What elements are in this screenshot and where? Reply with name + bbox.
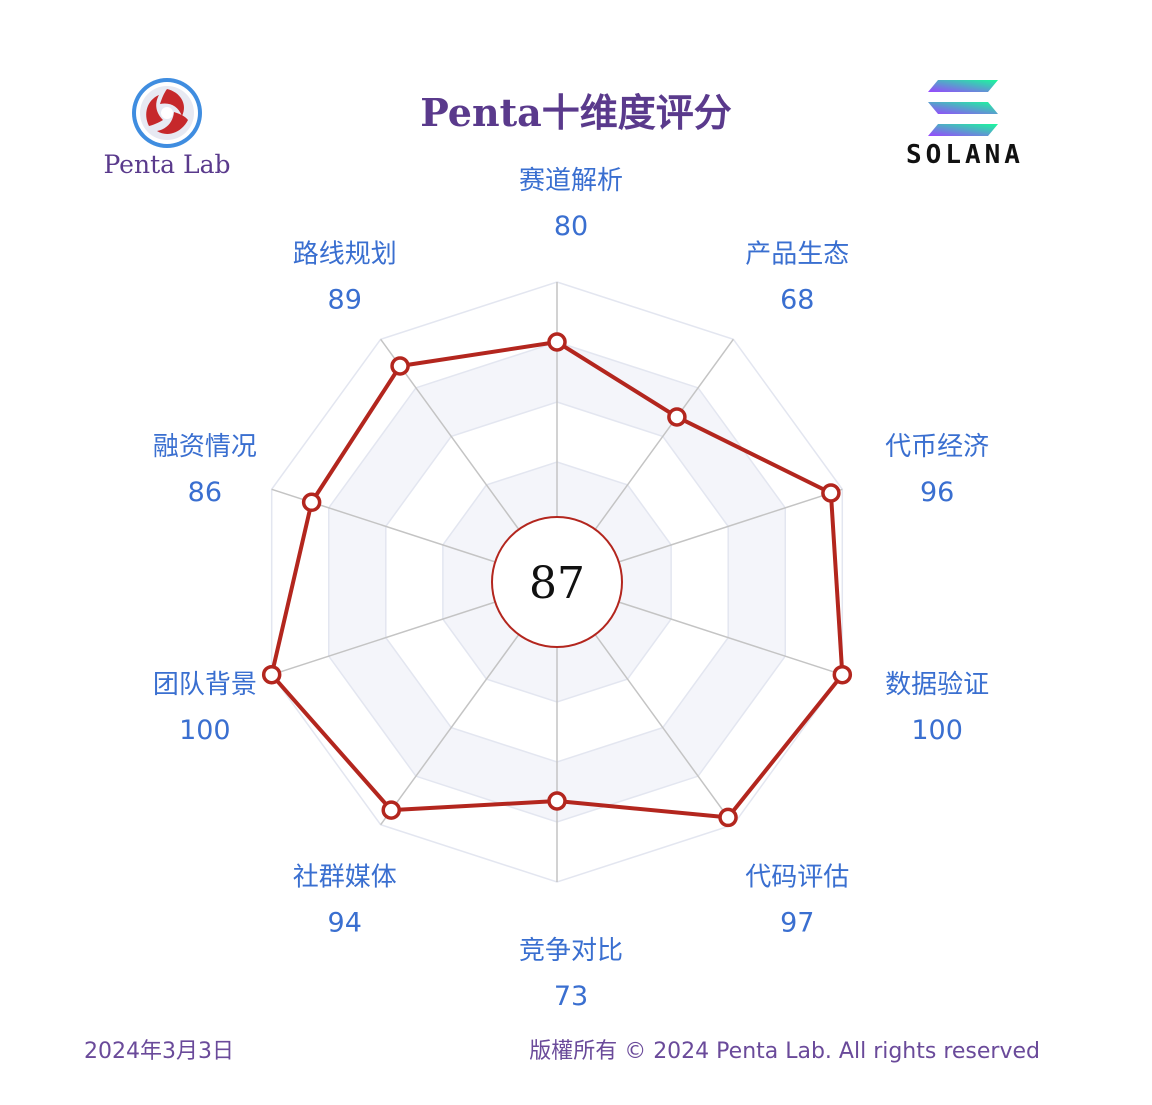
radar-value-label: 94 — [328, 907, 362, 938]
radar-point — [301, 492, 322, 513]
radar-point — [390, 356, 410, 376]
brand-left-label: Penta Lab — [103, 150, 231, 179]
radar-value-label: 96 — [920, 477, 954, 508]
radar-point — [832, 664, 853, 685]
page-title: Penta十维度评分 — [420, 90, 732, 135]
radar-category-label: 路线规划 — [293, 240, 397, 270]
radar-point — [821, 483, 841, 503]
radar-value-label: 86 — [188, 477, 222, 508]
radar-point — [381, 800, 401, 820]
footer-date: 2024年3月3日 — [84, 1039, 234, 1064]
radar-point — [547, 332, 567, 352]
radar-labels: 赛道解析 80 产品生态 68 代币经济 96 数据验证 100 代码评估 97 竞争对比 73 社群媒… — [153, 166, 989, 1012]
center-score-circle — [491, 516, 623, 648]
radar-value-label: 73 — [554, 981, 588, 1012]
radar-point — [261, 664, 282, 685]
radar-point — [547, 791, 567, 811]
radar-point — [718, 807, 738, 828]
radar-category-label: 融资情况 — [153, 432, 257, 462]
center-score: 87 — [529, 558, 585, 609]
radar-category-label: 数据验证 — [885, 670, 989, 700]
radar-value-label: 89 — [328, 285, 362, 316]
radar-category-label: 社群媒体 — [293, 862, 397, 892]
footer-copyright: 版權所有 © 2024 Penta Lab. All rights reserv… — [529, 1039, 1040, 1064]
brand-right-label: SOLANA — [906, 140, 1024, 170]
radar-category-label: 代币经济 — [885, 432, 989, 462]
radar-category-label: 团队背景 — [153, 670, 257, 700]
radar-category-label: 赛道解析 — [519, 166, 623, 196]
radar-value-label: 100 — [179, 715, 231, 746]
radar-value-label: 97 — [780, 907, 814, 938]
radar-value-label: 100 — [911, 715, 963, 746]
radar-value-label: 80 — [554, 211, 588, 242]
solana-logo — [928, 80, 998, 136]
radar-point — [667, 407, 687, 427]
radar-category-label: 产品生态 — [745, 240, 849, 270]
radar-category-label: 代码评估 — [745, 862, 849, 892]
radar-category-label: 竞争对比 — [519, 936, 623, 966]
penta-lab-logo — [132, 78, 202, 148]
radar-value-label: 68 — [780, 285, 814, 316]
radar-points — [261, 332, 853, 828]
